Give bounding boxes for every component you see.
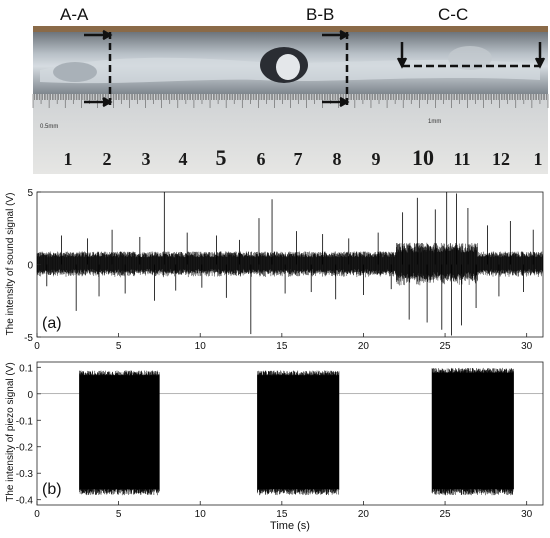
ruler-number: 7 — [294, 149, 303, 169]
ruler-number: 2 — [103, 149, 112, 169]
ruler-number: 1 — [64, 149, 73, 169]
weld-defect-hole-inner — [276, 54, 300, 80]
y-axis-label-b: The intensity of piezo signal (V) — [5, 362, 16, 502]
y-tick-label: -0.2 — [16, 443, 34, 454]
x-ticks-b: 0 5 10 15 20 25 30 — [34, 501, 533, 520]
y-tick-label: 0.1 — [19, 363, 33, 374]
ruler-number: 5 — [216, 145, 227, 170]
sound-signal-spikes — [46, 192, 534, 336]
ruler-number: 3 — [142, 149, 151, 169]
piezo-signal-bursts — [37, 367, 543, 496]
ruler-small-label-left: 0.5mm — [40, 124, 58, 130]
ruler-number: 6 — [257, 149, 266, 169]
x-tick-label: 5 — [116, 509, 122, 520]
y-tick-label: -5 — [24, 333, 33, 344]
chart-sound-signal: 0 5 10 15 20 25 30 -505 (a) The intensity of s… — [5, 188, 544, 352]
x-tick-label: 25 — [440, 341, 452, 352]
weld-spot-left — [53, 62, 97, 82]
x-tick-label: 10 — [195, 341, 207, 352]
x-tick-label: 20 — [358, 509, 370, 520]
x-tick-label: 15 — [276, 341, 288, 352]
ruler-ticks — [32, 94, 549, 108]
section-marker-a — [84, 29, 113, 108]
x-tick-label: 20 — [358, 341, 370, 352]
x-tick-label: 30 — [521, 509, 533, 520]
sound-signal-band — [36, 242, 543, 286]
x-ticks-a: 0 5 10 15 20 25 30 — [34, 333, 533, 352]
weld-spot-right — [448, 46, 492, 70]
y-tick-label: -0.4 — [16, 496, 34, 507]
y-tick-label: 5 — [27, 188, 33, 199]
x-tick-label: 0 — [34, 509, 40, 520]
x-tick-label: 15 — [276, 509, 288, 520]
section-marker-b — [322, 29, 350, 108]
section-label-b: B-B — [306, 5, 334, 24]
x-tick-label: 10 — [195, 509, 207, 520]
ruler-number: 8 — [333, 149, 342, 169]
ruler-number: 11 — [453, 149, 470, 169]
y-tick-label: 0 — [27, 261, 33, 272]
y-tick-label: -0.1 — [16, 416, 34, 427]
y-ticks-b: -0.4 -0.3 -0.2 -0.1 0 0.1 — [16, 363, 41, 507]
ruler-small-label-right: 1mm — [428, 119, 441, 125]
section-label-a: A-A — [60, 5, 89, 24]
ruler-numbers: 1 2 3 4 5 6 7 8 9 10 11 12 1 — [64, 145, 543, 170]
panel-label-b: (b) — [42, 481, 62, 498]
ruler-number: 4 — [179, 149, 188, 169]
piezo-burst-edge — [79, 370, 160, 496]
ruler-number: 9 — [372, 149, 381, 169]
section-label-c: C-C — [438, 5, 468, 24]
x-axis-label-b: Time (s) — [270, 520, 310, 532]
ruler-number: 12 — [492, 149, 510, 169]
ruler-number: 10 — [412, 145, 434, 170]
sound-signal-trace — [36, 242, 543, 286]
wood-strip — [33, 26, 548, 34]
section-marker-c — [396, 42, 546, 69]
ruler-number: 1 — [534, 149, 543, 169]
weld-photo: 1 2 3 4 5 6 7 8 9 10 11 12 1 0.5mm 1mm — [32, 26, 549, 174]
x-tick-label: 30 — [521, 341, 533, 352]
x-tick-label: 5 — [116, 341, 122, 352]
x-tick-label: 0 — [34, 341, 40, 352]
chart-piezo-signal: 0 5 10 15 20 25 30 -0.4 -0.3 -0.2 -0.1 0 0.1 (b) Th… — [5, 361, 544, 532]
x-tick-label: 25 — [440, 509, 452, 520]
panel-label-a: (a) — [42, 315, 62, 332]
y-tick-label: -0.3 — [16, 469, 34, 480]
y-tick-label: 0 — [27, 390, 33, 401]
piezo-burst-edge — [431, 367, 514, 496]
piezo-burst-edge — [257, 370, 340, 496]
y-axis-label-a: The intensity of sound signal (V) — [5, 193, 16, 336]
y-ticks-a: -5 0 5 — [24, 188, 41, 344]
